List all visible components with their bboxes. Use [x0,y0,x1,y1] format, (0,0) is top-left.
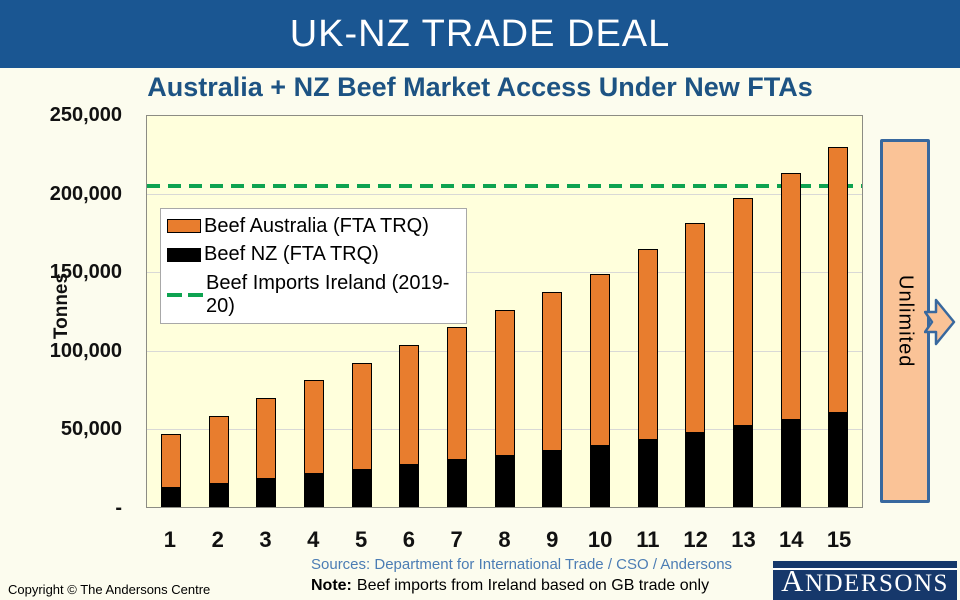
x-axis-label-4: 4 [307,527,320,552]
bar-australia-segment [160,433,181,489]
bar-australia-segment [494,309,515,456]
right-arrow-icon [924,298,956,346]
bar-australia-segment [780,172,801,420]
bar-australia-segment [685,223,706,433]
nz-swatch-icon [167,247,201,262]
bar-australia-segment [399,345,420,465]
bar-slot-6 [385,116,433,507]
legend-label-australia: Beef Australia (FTA TRQ) [204,214,429,237]
bar-slot-8 [481,116,529,507]
y-axis-label: 50,000 [60,418,122,441]
bar-nz-segment [160,488,181,507]
legend: Beef Australia (FTA TRQ) Beef NZ (FTA TR… [160,208,467,324]
bar-australia-segment [446,327,467,461]
y-axis-label: 100,000 [49,339,122,362]
x-axis-label-15: 15 [826,527,852,552]
bar-nz-segment [351,469,372,507]
x-axis-label-11: 11 [636,527,660,552]
copyright-text: Copyright © The Andersons Centre [8,582,211,597]
bar-australia-segment [589,274,610,447]
bar-nz-segment [685,433,706,507]
chart-title: Australia + NZ Beef Market Access Under … [147,72,813,102]
ireland-dash-swatch-icon [167,292,203,297]
bar-nz-segment [542,450,563,507]
legend-label-ireland: Beef Imports Ireland (2019-20) [206,271,450,317]
x-axis-label-2: 2 [211,527,224,552]
bar-nz-segment [732,426,753,507]
bar-nz-segment [589,446,610,507]
y-axis-label: - [115,497,122,519]
bar-slot-2 [195,116,243,507]
gridline [147,272,862,274]
ireland-reference-line [147,184,862,189]
unlimited-label: Unlimited [894,274,917,368]
bar-nz-segment [828,413,849,507]
note-body: Beef imports from Ireland based on GB tr… [356,577,710,594]
bar-nz-segment [399,464,420,507]
unlimited-callout: Unlimited [880,139,930,503]
y-axis-label: 250,000 [49,104,122,126]
bar-slot-1 [147,116,195,507]
bars-container [147,116,862,507]
bar-slot-10 [576,116,624,507]
bar-slot-3 [242,116,290,507]
bar-nz-segment [208,483,229,507]
plot-area [146,115,863,508]
andersons-logo: ANDERSONS [773,561,957,600]
bar-slot-9 [528,116,576,507]
y-axis-label: 150,000 [49,261,122,284]
bar-nz-segment [780,419,801,507]
legend-item-australia: Beef Australia (FTA TRQ) [167,215,466,238]
x-axis-label-9: 9 [546,527,559,552]
legend-label-nz: Beef NZ (FTA TRQ) [204,243,379,265]
legend-item-ireland: Beef Imports Ireland (2019-20) [167,272,466,318]
banner-title: UK-NZ TRADE DEAL [289,12,671,55]
bar-nz-segment [256,478,277,507]
bar-australia-segment [208,415,229,484]
x-axis-labels: 1 2 3 4 5 6 7 8 9 10 11 12 13 14 15 [146,527,863,553]
y-axis-label: 200,000 [49,182,122,205]
x-axis-label-12: 12 [683,527,708,552]
bar-australia-segment [256,398,277,479]
bar-slot-12 [671,116,719,507]
bar-slot-4 [290,116,338,507]
bar-nz-segment [446,460,467,507]
x-axis-label-8: 8 [498,527,511,552]
bar-nz-segment [637,439,658,507]
bar-australia-segment [732,198,753,427]
note-label: Note: [311,577,352,594]
andersons-logo-text: ANDERSONS [781,563,949,598]
gridline [147,194,862,196]
x-axis-label-6: 6 [402,527,415,552]
sources-text: Sources: Department for International Tr… [311,556,733,573]
bar-slot-15 [814,116,862,507]
bar-nz-segment [303,474,324,507]
bar-nz-segment [494,455,515,507]
bar-slot-11 [624,116,672,507]
x-axis-label-13: 13 [731,527,756,552]
x-axis-label-14: 14 [779,527,804,552]
bar-slot-7 [433,116,481,507]
x-axis-label-1: 1 [163,527,177,552]
title-banner: UK-NZ TRADE DEAL [0,0,960,68]
bar-australia-segment [637,248,658,440]
x-axis-label-10: 10 [587,527,613,552]
x-axis-label-7: 7 [450,527,463,552]
bar-australia-segment [303,380,324,475]
bar-slot-13 [719,116,767,507]
bar-australia-segment [542,291,563,451]
bar-slot-5 [338,116,386,507]
bar-slot-14 [767,116,815,507]
note-text: Note: Beef imports from Ireland based on … [311,577,709,595]
x-axis-label-5: 5 [354,527,368,552]
bar-australia-segment [828,147,849,414]
bar-australia-segment [351,362,372,470]
x-axis-label-3: 3 [259,527,272,552]
australia-swatch-icon [167,219,201,233]
legend-item-nz: Beef NZ (FTA TRQ) [167,243,466,266]
